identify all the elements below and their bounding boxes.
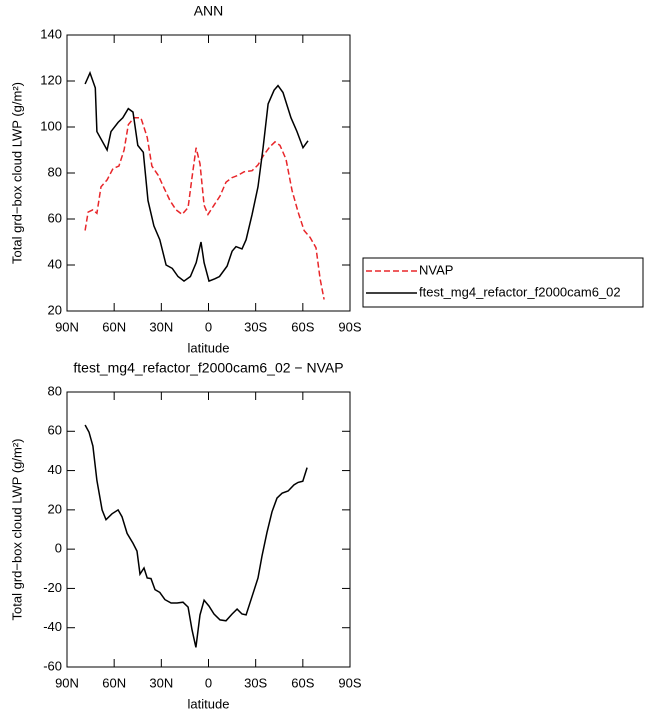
data-line	[84, 70, 309, 283]
legend-label: NVAP	[419, 262, 453, 277]
y-tick-label: 0	[55, 541, 62, 556]
y-tick-label: -60	[43, 658, 62, 673]
x-axis-label: latitude	[188, 340, 230, 355]
y-tick-label: 120	[40, 72, 62, 87]
chart-title: ANN	[194, 3, 224, 19]
y-tick-label: 60	[48, 423, 62, 438]
plot-frame	[66, 391, 351, 668]
y-tick-label: -20	[43, 580, 62, 595]
x-tick-label: 90N	[55, 675, 79, 690]
y-tick-label: 100	[40, 118, 62, 133]
x-tick-label: 30S	[244, 675, 267, 690]
x-tick-label: 90S	[338, 675, 361, 690]
x-tick-label: 60S	[291, 675, 314, 690]
y-tick-label: -40	[43, 619, 62, 634]
y-tick-label: 80	[48, 164, 62, 179]
plot-frame	[66, 34, 351, 312]
y-tick-label: 60	[48, 210, 62, 225]
y-axis-label: Total grd−box cloud LWP (g/m²)	[9, 439, 24, 621]
y-tick-label: 40	[48, 256, 62, 271]
y-axis-label: Total grd−box cloud LWP (g/m²)	[9, 82, 24, 264]
y-tick-label: 20	[48, 302, 62, 317]
y-tick-label: 40	[48, 462, 62, 477]
y-tick-label: 140	[40, 26, 62, 41]
x-tick-label: 60N	[102, 319, 126, 334]
x-tick-label: 60N	[102, 675, 126, 690]
x-tick-label: 30S	[244, 319, 267, 334]
x-tick-label: 90N	[55, 319, 79, 334]
data-line	[84, 117, 325, 300]
x-tick-label: 30N	[149, 319, 173, 334]
legend-box	[362, 257, 644, 308]
y-tick-label: 20	[48, 501, 62, 516]
x-tick-label: 0	[205, 675, 212, 690]
x-tick-label: 90S	[338, 319, 361, 334]
x-axis-label: latitude	[188, 696, 230, 711]
x-tick-label: 30N	[149, 675, 173, 690]
data-line	[84, 424, 308, 648]
legend-label: ftest_mg4_refactor_f2000cam6_02	[419, 284, 621, 299]
x-tick-label: 0	[205, 319, 212, 334]
chart-title: ftest_mg4_refactor_f2000cam6_02 − NVAP	[73, 360, 343, 376]
x-tick-label: 60S	[291, 319, 314, 334]
y-tick-label: 80	[48, 383, 62, 398]
legend: NVAP ftest_mg4_refactor_f2000cam6_02	[362, 257, 644, 308]
